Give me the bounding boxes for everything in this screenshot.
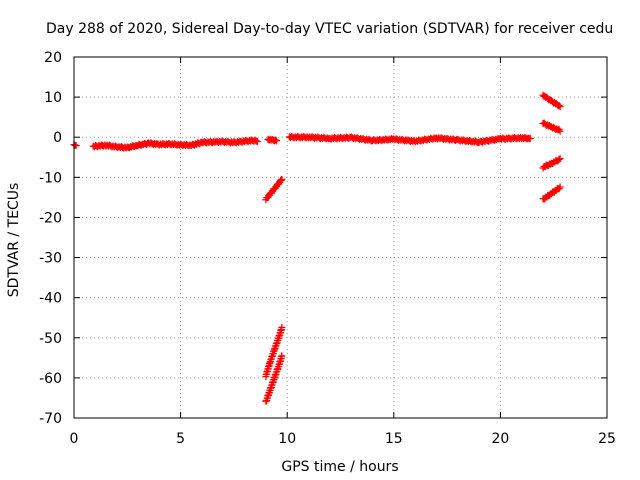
x-tick-label: 5 bbox=[176, 431, 185, 447]
data-segment bbox=[539, 155, 564, 172]
y-tick-label: -60 bbox=[39, 371, 62, 387]
data-point bbox=[556, 155, 564, 163]
x-tick-labels: 0 5 10 15 20 25 bbox=[70, 431, 616, 447]
data-point bbox=[556, 183, 564, 191]
x-tick-label: 20 bbox=[491, 431, 509, 447]
y-tick-label: -70 bbox=[39, 411, 62, 427]
y-tick-label: -20 bbox=[39, 210, 62, 226]
data-point bbox=[556, 127, 564, 135]
chart-title: Day 288 of 2020, Sidereal Day-to-day VTE… bbox=[46, 21, 613, 37]
data-segment bbox=[70, 141, 80, 150]
y-tick-label: 0 bbox=[53, 130, 62, 146]
data-segment bbox=[539, 91, 564, 111]
data-point bbox=[273, 137, 281, 145]
x-tick-label: 0 bbox=[70, 431, 79, 447]
data-segment bbox=[285, 133, 534, 147]
data-point bbox=[555, 101, 563, 109]
y-tick-label: -30 bbox=[39, 251, 62, 267]
data-segment bbox=[264, 135, 281, 145]
x-tick-label: 10 bbox=[278, 431, 296, 447]
data-point bbox=[526, 134, 534, 142]
data-segment bbox=[262, 352, 286, 405]
data-point bbox=[278, 175, 286, 183]
y-tick-label: -10 bbox=[39, 170, 62, 186]
plot-frame bbox=[73, 56, 608, 419]
tick-marks bbox=[73, 56, 608, 419]
y-tick-label: 20 bbox=[44, 50, 62, 66]
y-tick-labels: -70 -60 -50 -40 -30 -20 -10 0 10 20 bbox=[39, 50, 62, 427]
data-point bbox=[277, 176, 285, 184]
data-point bbox=[555, 185, 563, 193]
data-point bbox=[278, 323, 286, 331]
y-tick-label: 10 bbox=[44, 90, 62, 106]
x-tick-label: 15 bbox=[385, 431, 403, 447]
y-axis-label: SDTVAR / TECUs bbox=[6, 183, 22, 298]
y-tick-label: -50 bbox=[39, 331, 62, 347]
data-point bbox=[271, 136, 279, 144]
y-tick-label: -40 bbox=[39, 291, 62, 307]
data-point bbox=[555, 155, 563, 163]
data-point bbox=[556, 103, 564, 111]
data-segment bbox=[539, 119, 564, 135]
grid-lines bbox=[74, 57, 607, 418]
x-axis-label: GPS time / hours bbox=[281, 459, 398, 475]
data-segment bbox=[262, 175, 286, 204]
data-point bbox=[253, 138, 261, 146]
data-points bbox=[70, 91, 564, 405]
data-segment bbox=[262, 323, 286, 381]
data-segment bbox=[539, 183, 564, 203]
data-point bbox=[278, 352, 286, 360]
data-segment bbox=[89, 136, 261, 152]
x-tick-label: 25 bbox=[598, 431, 616, 447]
